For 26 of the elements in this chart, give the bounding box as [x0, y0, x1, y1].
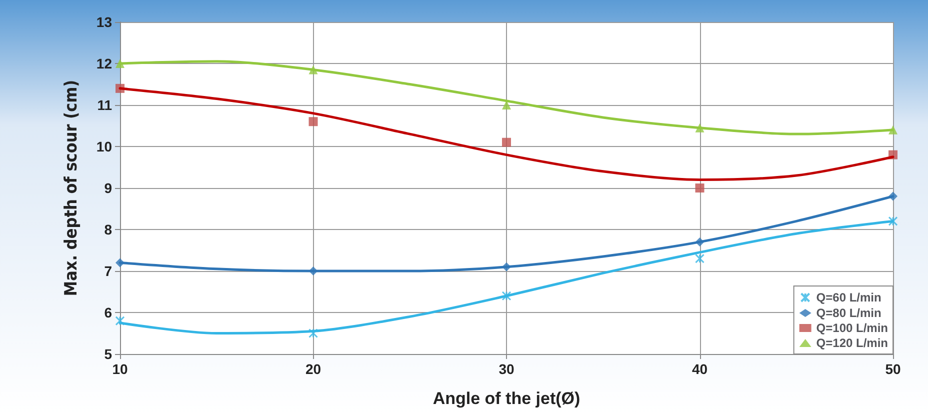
- point: [502, 291, 512, 301]
- y-tick-label: 13: [96, 14, 112, 30]
- point: [308, 328, 318, 338]
- y-tick-label: 12: [96, 56, 112, 72]
- point: [308, 117, 318, 126]
- y-tick-label: 10: [96, 138, 112, 154]
- point: [888, 216, 898, 226]
- x-tick-label: 40: [692, 361, 708, 377]
- legend-label: Q=60 L/min: [816, 290, 882, 304]
- legend-label: Q=100 L/min: [816, 321, 888, 335]
- legend-label: Q=80 L/min: [816, 306, 882, 320]
- y-axis-title: Max. depth of scour (cm): [62, 80, 82, 296]
- legend-label: Q=120 L/min: [816, 336, 888, 350]
- point: [695, 254, 704, 264]
- y-tick-label: 6: [104, 304, 112, 320]
- y-tick-label: 7: [104, 263, 112, 279]
- point: [502, 138, 511, 147]
- y-tick-label: 9: [104, 180, 112, 196]
- y-tick-label: 5: [104, 346, 112, 362]
- point: [695, 184, 704, 192]
- x-tick-label: 50: [885, 361, 901, 377]
- x-tick-label: 30: [498, 361, 514, 377]
- x-axis-title: Angle of the jet(Ø): [432, 389, 580, 408]
- x-tick-label: 20: [305, 361, 322, 377]
- y-tick-label: 11: [97, 97, 112, 113]
- y-tick-label: 8: [104, 222, 112, 238]
